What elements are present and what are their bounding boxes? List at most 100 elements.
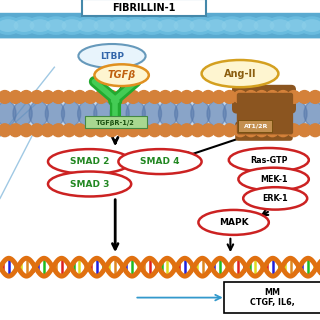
Ellipse shape bbox=[158, 101, 178, 126]
Circle shape bbox=[41, 91, 54, 103]
Ellipse shape bbox=[286, 19, 307, 32]
Ellipse shape bbox=[202, 16, 230, 35]
Text: Ras-GTP: Ras-GTP bbox=[250, 156, 288, 164]
Text: MEK-1: MEK-1 bbox=[260, 175, 287, 184]
Ellipse shape bbox=[234, 16, 262, 35]
Circle shape bbox=[116, 124, 129, 137]
Circle shape bbox=[277, 91, 290, 103]
Circle shape bbox=[73, 91, 86, 103]
Text: SMAD 4: SMAD 4 bbox=[140, 157, 180, 166]
Ellipse shape bbox=[304, 101, 320, 126]
Ellipse shape bbox=[122, 16, 150, 35]
Ellipse shape bbox=[125, 19, 147, 32]
Ellipse shape bbox=[154, 16, 182, 35]
FancyBboxPatch shape bbox=[237, 93, 248, 134]
Ellipse shape bbox=[10, 16, 38, 35]
Ellipse shape bbox=[282, 16, 310, 35]
FancyBboxPatch shape bbox=[0, 93, 320, 134]
Circle shape bbox=[41, 124, 54, 137]
Circle shape bbox=[244, 124, 257, 137]
Ellipse shape bbox=[239, 101, 259, 126]
Ellipse shape bbox=[42, 16, 70, 35]
Circle shape bbox=[244, 91, 257, 103]
Ellipse shape bbox=[141, 19, 163, 32]
FancyBboxPatch shape bbox=[238, 120, 272, 132]
Ellipse shape bbox=[205, 19, 227, 32]
Ellipse shape bbox=[302, 19, 320, 32]
Ellipse shape bbox=[90, 16, 118, 35]
FancyBboxPatch shape bbox=[273, 93, 284, 134]
Ellipse shape bbox=[250, 16, 278, 35]
Circle shape bbox=[63, 91, 76, 103]
Ellipse shape bbox=[238, 168, 309, 191]
Circle shape bbox=[191, 91, 204, 103]
Circle shape bbox=[127, 91, 140, 103]
FancyBboxPatch shape bbox=[232, 85, 296, 114]
Circle shape bbox=[148, 124, 161, 137]
Ellipse shape bbox=[255, 101, 275, 126]
Ellipse shape bbox=[221, 19, 243, 32]
Ellipse shape bbox=[198, 210, 269, 235]
Ellipse shape bbox=[61, 19, 83, 32]
Circle shape bbox=[266, 124, 279, 137]
Text: LTBP: LTBP bbox=[100, 52, 124, 60]
Circle shape bbox=[73, 124, 86, 137]
Circle shape bbox=[170, 124, 182, 137]
Ellipse shape bbox=[0, 101, 16, 126]
Ellipse shape bbox=[13, 101, 32, 126]
Circle shape bbox=[212, 124, 225, 137]
Ellipse shape bbox=[218, 16, 246, 35]
Circle shape bbox=[191, 124, 204, 137]
Ellipse shape bbox=[94, 101, 113, 126]
Circle shape bbox=[0, 91, 11, 103]
FancyBboxPatch shape bbox=[255, 93, 266, 134]
Ellipse shape bbox=[110, 101, 129, 126]
Ellipse shape bbox=[170, 16, 198, 35]
Ellipse shape bbox=[46, 19, 67, 32]
Text: SMAD 2: SMAD 2 bbox=[70, 157, 109, 166]
Circle shape bbox=[95, 124, 108, 137]
Circle shape bbox=[234, 124, 247, 137]
Ellipse shape bbox=[93, 19, 115, 32]
Circle shape bbox=[266, 91, 279, 103]
Ellipse shape bbox=[157, 19, 179, 32]
Text: ERK-1: ERK-1 bbox=[262, 194, 288, 203]
Text: TGFβ: TGFβ bbox=[108, 70, 136, 80]
Circle shape bbox=[180, 91, 193, 103]
Ellipse shape bbox=[126, 101, 145, 126]
Ellipse shape bbox=[94, 64, 149, 86]
Ellipse shape bbox=[106, 16, 134, 35]
Circle shape bbox=[255, 91, 268, 103]
Ellipse shape bbox=[58, 16, 86, 35]
Text: MAPK: MAPK bbox=[219, 218, 248, 227]
Circle shape bbox=[287, 91, 300, 103]
Text: TGFβR-1/2: TGFβR-1/2 bbox=[96, 120, 135, 125]
Text: SMAD 3: SMAD 3 bbox=[70, 180, 109, 188]
Ellipse shape bbox=[0, 19, 18, 32]
Circle shape bbox=[63, 124, 76, 137]
Ellipse shape bbox=[77, 19, 99, 32]
Circle shape bbox=[138, 124, 150, 137]
Ellipse shape bbox=[78, 101, 97, 126]
Ellipse shape bbox=[237, 19, 259, 32]
Circle shape bbox=[105, 91, 118, 103]
Circle shape bbox=[105, 124, 118, 137]
Text: MM
CTGF, IL6,: MM CTGF, IL6, bbox=[250, 288, 295, 307]
Ellipse shape bbox=[229, 148, 309, 172]
Circle shape bbox=[52, 91, 65, 103]
Circle shape bbox=[20, 124, 33, 137]
FancyBboxPatch shape bbox=[82, 0, 206, 16]
Ellipse shape bbox=[173, 19, 195, 32]
Circle shape bbox=[84, 124, 97, 137]
Circle shape bbox=[255, 124, 268, 137]
FancyBboxPatch shape bbox=[224, 282, 320, 313]
Ellipse shape bbox=[298, 16, 320, 35]
Circle shape bbox=[298, 91, 311, 103]
FancyBboxPatch shape bbox=[246, 93, 257, 134]
Ellipse shape bbox=[191, 101, 210, 126]
Ellipse shape bbox=[266, 16, 294, 35]
Ellipse shape bbox=[109, 19, 131, 32]
Ellipse shape bbox=[270, 19, 291, 32]
Circle shape bbox=[202, 91, 215, 103]
Circle shape bbox=[20, 91, 33, 103]
